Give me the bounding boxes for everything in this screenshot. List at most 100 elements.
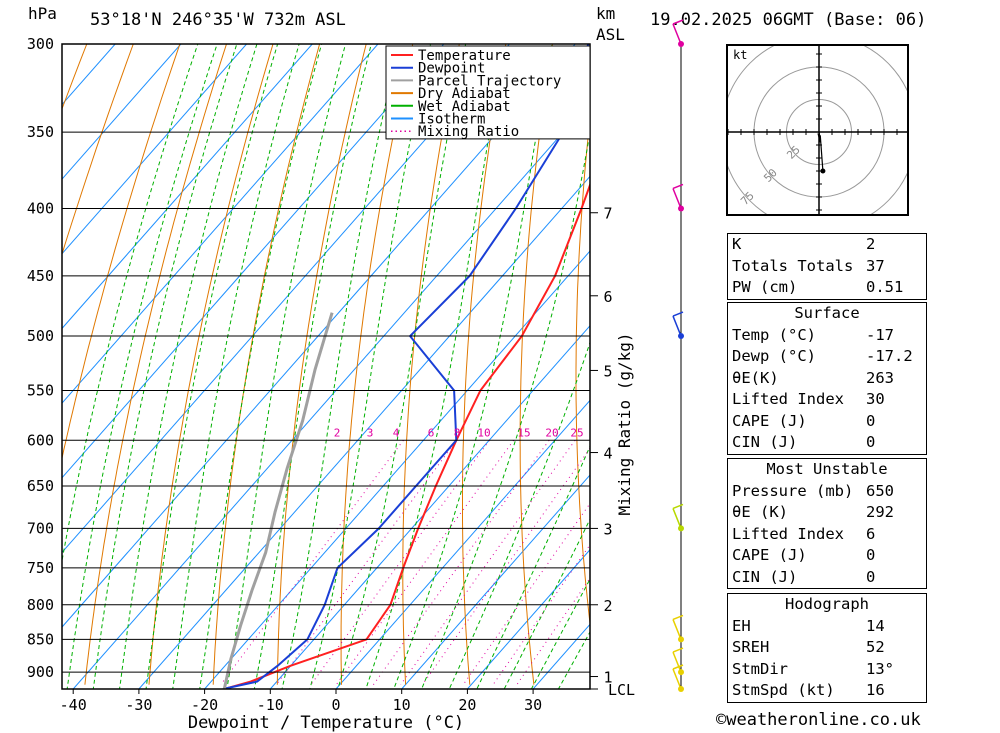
most-unstable-label: θE (K) [732, 503, 788, 521]
km-tick-label: 1 [603, 669, 612, 687]
surface-value: -17.2 [866, 347, 913, 365]
wet-adiabat-line [92, 44, 238, 689]
mixing-ratio-line [400, 440, 576, 685]
x-axis-title: Dewpoint / Temperature (°C) [188, 713, 464, 733]
most-unstable-value: 6 [866, 524, 876, 543]
most-unstable-label: Pressure (mb) [732, 481, 854, 500]
surface-label: θE(K) [732, 368, 779, 387]
index-label: PW (cm) [732, 278, 798, 296]
surface-label: Temp (°C) [732, 325, 816, 344]
most-unstable-row: Pressure (mb) 650 [728, 481, 926, 503]
wet-adiabat-line [253, 44, 372, 689]
wind-barb-shaft [672, 651, 682, 673]
hodograph-unit-label: kt [733, 48, 747, 62]
wind-barb-shaft [672, 23, 682, 45]
mixing-ratio-label: 4 [393, 426, 400, 439]
most-unstable-label: CAPE (J) [732, 546, 807, 564]
pressure-tick-label: 850 [27, 630, 54, 648]
isotherm-line [138, 175, 590, 689]
dry-adiabat-line [340, 44, 414, 685]
legend-label: Mixing Ratio [418, 124, 519, 140]
pressure-tick-label: 800 [27, 596, 54, 614]
pressure-tick-label: 350 [27, 123, 54, 141]
most-unstable-table: Most Unstable Pressure (mb) 650 θE (K) 292 Li… [727, 458, 927, 589]
isotherm-line [62, 44, 510, 554]
wind-barb-shaft [672, 315, 682, 337]
legend-label: Dry Adiabat [418, 86, 511, 102]
most-unstable-value: 292 [866, 503, 894, 521]
plot-area [62, 44, 721, 689]
wet-adiabat-line [281, 44, 400, 689]
km-tick-label: 4 [603, 445, 612, 463]
surface-row: Temp (°C) -17 [728, 325, 926, 347]
x-tick-label: 30 [524, 696, 542, 714]
dry-adiabat-line [402, 44, 460, 685]
asl-unit-label: ASL [596, 25, 625, 44]
wet-adiabat-line [421, 130, 590, 689]
index-value: 2 [866, 235, 876, 253]
mixing-ratio-line [462, 502, 590, 685]
km-unit-label: km [596, 4, 616, 23]
dry-adiabat-line [683, 44, 720, 685]
most-unstable-row: Lifted Index 6 [728, 524, 926, 546]
most-unstable-value: 650 [866, 481, 894, 500]
most-unstable-value: 0 [866, 546, 876, 564]
indices-table: K 2 Totals Totals 37 PW (cm) 0.51 [727, 233, 927, 300]
x-tick-label: -10 [257, 696, 284, 714]
index-row: PW (cm) 0.51 [728, 277, 926, 299]
index-value: 37 [866, 256, 885, 275]
wet-adiabat-line [309, 44, 431, 689]
isotherm-line [62, 44, 182, 180]
dry-adiabat-line [148, 44, 274, 685]
surface-value: 0 [866, 433, 876, 451]
wind-barb-flag [672, 614, 684, 621]
index-row: Totals Totals 37 [728, 256, 926, 278]
forecast-datetime: 19.02.2025 06GMT (Base: 06) [650, 10, 927, 30]
km-tick-label: 6 [603, 288, 612, 306]
pressure-tick-label: 450 [27, 267, 54, 285]
wind-barb-flag [672, 503, 684, 510]
hodograph-stat-value: 52 [866, 638, 885, 656]
mixing-ratio-line [372, 440, 550, 685]
km-tick-label: 7 [603, 205, 612, 223]
wet-adiabat-line [62, 44, 199, 564]
surface-row: θE(K) 263 [728, 368, 926, 390]
pressure-tick-label: 400 [27, 199, 54, 217]
dry-adiabat-line [575, 113, 590, 628]
wind-barb-shaft [672, 508, 682, 529]
index-value: 0.51 [866, 278, 904, 296]
mixing-ratio-line [335, 440, 515, 685]
isotherm-line [62, 44, 445, 479]
most-unstable-title: Most Unstable [766, 460, 888, 478]
x-tick-label: -40 [60, 696, 87, 714]
isotherm-line [204, 250, 590, 689]
surface-row: Dewp (°C) -17.2 [728, 346, 926, 368]
mixing-ratio-line [516, 577, 590, 685]
index-label: K [732, 235, 742, 253]
hodograph-trace [817, 131, 824, 172]
dry-adiabat-line [62, 44, 134, 256]
hodograph-stat-label: EH [732, 616, 751, 635]
dry-adiabat-line [84, 44, 227, 685]
pressure-unit-label: hPa [28, 4, 57, 23]
mixing-ratio-label: 2 [334, 426, 341, 439]
dry-adiabat-line [630, 44, 662, 685]
hodograph-stat-row: StmDir 13° [728, 659, 926, 681]
isotherm-line [62, 44, 116, 106]
wet-adiabat-line [337, 44, 467, 689]
legend-label: Wet Adiabat [418, 99, 511, 115]
most-unstable-label: CIN (J) [732, 567, 798, 586]
mixing-ratio-label: 6 [428, 426, 435, 439]
pressure-tick-label: 900 [27, 663, 54, 681]
hodograph-table: Hodograph EH 14 SREH 52 StmDir 13° StmSpd (kt) 1… [727, 593, 927, 703]
isotherm-line [401, 474, 590, 689]
mixing-ratio-label: 15 [517, 426, 530, 439]
isotherm-line [665, 44, 721, 689]
hodograph-ring [728, 46, 907, 214]
x-tick-label: 20 [458, 696, 476, 714]
most-unstable-row: CIN (J) 0 [728, 567, 926, 589]
plot-frame [61, 43, 591, 690]
dry-adiabat-line [462, 44, 507, 685]
